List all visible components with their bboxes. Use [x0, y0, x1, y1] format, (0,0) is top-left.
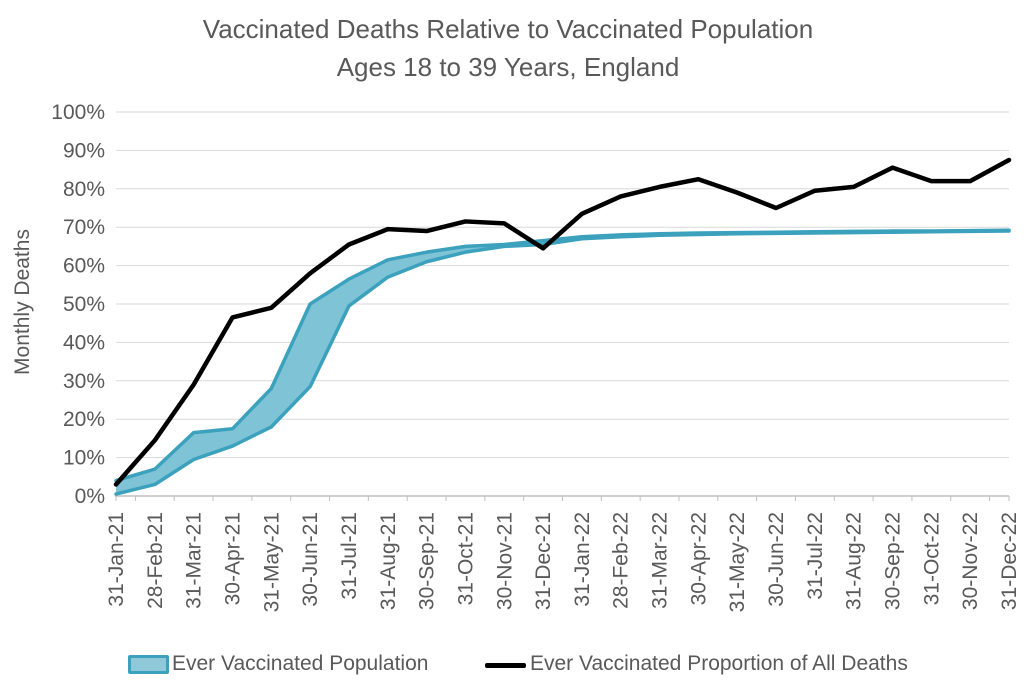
- x-tick-label: 30-Apr-21: [221, 512, 244, 605]
- x-tick-label: 31-Jul-21: [338, 512, 361, 600]
- x-tick-label: 31-Oct-21: [454, 512, 477, 605]
- x-tick-label: 30-Sep-21: [416, 512, 439, 610]
- x-tick-label: 30-Nov-22: [959, 512, 982, 610]
- x-tick-label: 30-Jun-22: [765, 512, 788, 607]
- band-series-lower-edge: [114, 229, 1011, 496]
- x-tick-label: 30-Nov-21: [493, 512, 516, 610]
- x-tick-label: 31-Jan-22: [571, 512, 594, 607]
- y-tick-label: 70%: [63, 216, 105, 239]
- x-tick-label: 31-Oct-22: [920, 512, 943, 605]
- chart-title-block: Vaccinated Deaths Relative to Vaccinated…: [0, 10, 1016, 86]
- x-tick-label: 30-Sep-22: [882, 512, 905, 610]
- x-tick-label: 31-Mar-21: [183, 512, 206, 609]
- chart-title: Vaccinated Deaths Relative to Vaccinated…: [202, 14, 814, 44]
- x-tick-label: 28-Feb-22: [610, 512, 633, 609]
- y-tick-label: 60%: [63, 255, 105, 278]
- legend: Ever Vaccinated Population Ever Vaccinat…: [0, 648, 1024, 688]
- y-tick-label: 100%: [51, 101, 105, 124]
- y-tick-label: 30%: [63, 370, 105, 393]
- x-tick-label: 30-Apr-22: [687, 512, 710, 605]
- plot-area: 100%90%80%70%60%50%40%30%20%10%0%31-Jan-…: [11, 101, 1021, 612]
- x-tick-label: 31-Aug-21: [377, 512, 400, 610]
- x-tick-label: 31-May-21: [260, 512, 283, 612]
- y-tick-label: 10%: [63, 447, 105, 470]
- x-tick-label: 31-Aug-22: [843, 512, 866, 610]
- band-legend-swatch: [128, 655, 169, 674]
- line-legend-label: Ever Vaccinated Proportion of All Deaths: [530, 652, 908, 675]
- y-tick-label: 40%: [63, 331, 105, 354]
- x-tick-label: 31-May-22: [726, 512, 749, 612]
- line-series: [113, 157, 1012, 487]
- y-tick-label: 50%: [63, 293, 105, 316]
- band-series-upper-edge: [114, 228, 1011, 483]
- x-tick-label: 31-Dec-22: [998, 512, 1021, 610]
- y-axis-title: Monthly Deaths: [11, 229, 34, 375]
- y-tick-label: 80%: [63, 178, 105, 201]
- x-tick-label: 31-Jan-21: [105, 512, 128, 607]
- band-series-fill: [116, 230, 1009, 495]
- x-tick-label: 30-Jun-21: [299, 512, 322, 607]
- x-tick-label: 31-Mar-22: [649, 512, 672, 609]
- x-tick-label: 31-Jul-22: [804, 512, 827, 600]
- y-tick-label: 90%: [63, 139, 105, 162]
- x-tick-label: 28-Feb-21: [144, 512, 167, 609]
- x-tick-label: 31-Dec-21: [532, 512, 555, 610]
- y-tick-label: 0%: [75, 485, 105, 508]
- band-legend-label: Ever Vaccinated Population: [172, 652, 429, 675]
- line-legend-swatch: [485, 663, 526, 668]
- chart-subtitle: Ages 18 to 39 Years, England: [336, 52, 680, 82]
- y-tick-label: 20%: [63, 408, 105, 431]
